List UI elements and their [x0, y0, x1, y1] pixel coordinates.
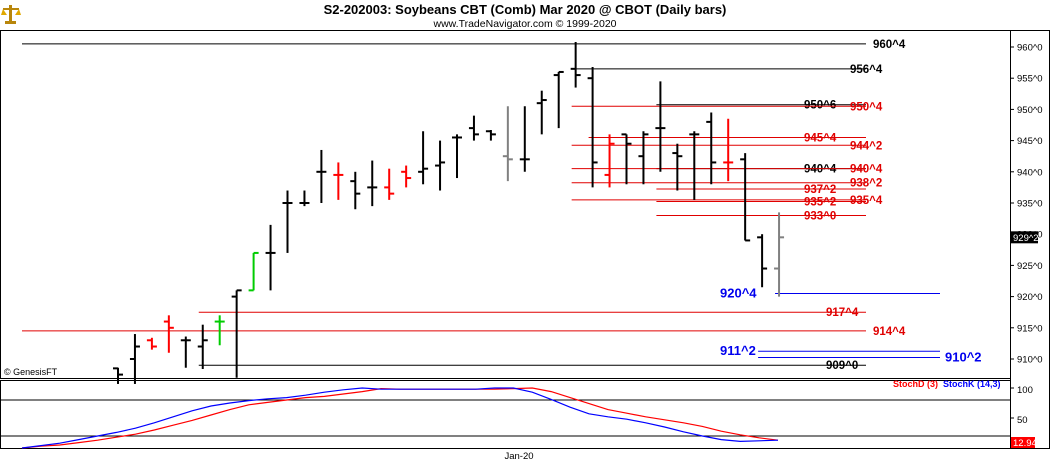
y-tick-label: 950^0: [1017, 105, 1043, 116]
price-bar: [333, 162, 344, 200]
level-label: 911^2: [720, 343, 756, 358]
price-bar: [197, 324, 208, 369]
price-bar: [774, 212, 785, 297]
level-label: 935^4: [850, 195, 883, 207]
level-label: 909^0: [826, 360, 858, 372]
y-tick-label: 960^0: [1017, 43, 1043, 54]
level-label: 914^4: [873, 326, 906, 338]
level-label: 933^0: [804, 210, 836, 222]
price-bar: [452, 134, 462, 179]
chart-title: S2-202003: Soybeans CBT (Comb) Mar 2020 …: [324, 2, 727, 17]
price-bar: [689, 131, 700, 200]
y-tick-label: 935^0: [1017, 199, 1043, 210]
stoch-last-label: 12.94: [1013, 438, 1037, 449]
y-tick-label: 925^0: [1017, 261, 1043, 272]
price-bar: [214, 315, 225, 346]
level-label: 950^4: [850, 101, 883, 113]
level-label: 945^4: [804, 132, 837, 144]
price-bar: [299, 190, 310, 207]
level-label: 940^4: [804, 164, 837, 176]
y-tick-label: 920^0: [1017, 292, 1043, 303]
level-label: 910^2: [945, 349, 982, 364]
stoch-series-line: [21, 387, 779, 449]
level-label: 950^6: [804, 100, 836, 112]
price-bar: [282, 190, 293, 253]
level-lines: 960^4 956^4 950^6 950^4 945^4 944^2 940^4 940^4…: [22, 39, 982, 372]
y-tick-label: 955^0: [1017, 74, 1043, 85]
price-bar: [502, 106, 513, 182]
price-bar: [740, 153, 751, 242]
y-tick-label: 940^0: [1017, 167, 1043, 178]
price-bar: [672, 143, 683, 191]
price-bar: [723, 118, 734, 182]
level-label: 956^4: [850, 64, 883, 76]
genesis-watermark: © GenesisFT: [4, 367, 58, 377]
stochastic-panel: 100 50 StochD (3) StochK (14,3) 12.94: [1, 379, 1037, 449]
level-label: 917^4: [826, 307, 859, 319]
price-bar: [384, 168, 395, 200]
price-axis: 960^0955^0950^0945^0940^0935^0930^0925^0…: [1010, 43, 1043, 366]
price-bar: [367, 160, 378, 207]
level-label: 940^4: [850, 164, 883, 176]
level-label: 937^2: [804, 184, 836, 196]
price-bar: [468, 115, 479, 141]
price-bar: [655, 81, 666, 172]
stoch-tick-label: 100: [1017, 385, 1033, 396]
price-bar: [757, 234, 768, 288]
price-bar: [621, 133, 632, 185]
price-bar: [536, 90, 547, 135]
price-bar: [113, 367, 123, 384]
price-bar: [519, 106, 530, 172]
level-label: 960^4: [873, 39, 906, 51]
price-bar: [350, 171, 361, 210]
level-label: 935^2: [804, 196, 836, 208]
y-tick-label: 945^0: [1017, 136, 1043, 147]
price-bar: [401, 165, 412, 188]
chart-header: S2-202003: Soybeans CBT (Comb) Mar 2020 …: [1, 2, 726, 30]
price-bar: [129, 334, 140, 384]
price-bars: [113, 42, 785, 384]
price-bar: [638, 131, 649, 185]
price-bar: [553, 70, 564, 129]
price-bar: [485, 129, 496, 141]
price-bar: [570, 42, 581, 88]
last-price-label: 929^2: [1013, 233, 1039, 244]
price-bar: [316, 149, 327, 203]
price-bar: [163, 315, 174, 353]
price-bar: [706, 112, 717, 185]
stoch-tick-label: 50: [1017, 415, 1028, 426]
y-tick-label: 915^0: [1017, 323, 1043, 334]
stoch-k-legend: StochK (14,3): [943, 379, 1001, 389]
price-bar: [265, 224, 276, 291]
stoch-last-marker: [1011, 437, 1035, 448]
level-label: 938^2: [850, 178, 882, 190]
price-bar: [604, 134, 615, 188]
level-label: 944^2: [850, 140, 882, 152]
stochastic-panel-frame: [0, 380, 1011, 449]
gold-scale-icon[interactable]: [1, 5, 21, 24]
last-price-marker: [1011, 231, 1038, 244]
stoch-d-legend: StochD (3): [893, 379, 938, 389]
price-bar: [248, 251, 259, 292]
price-bar: [231, 289, 242, 378]
price-bar: [146, 337, 157, 350]
level-label: 920^4: [720, 285, 757, 300]
price-bar: [180, 336, 191, 368]
y-tick-label: 910^0: [1017, 355, 1043, 366]
price-bar: [435, 140, 446, 191]
price-bar: [418, 131, 429, 185]
price-bar: [587, 66, 598, 188]
stoch-series-line: [21, 387, 779, 449]
chart-subtitle: www.TradeNavigator.com © 1999-2020: [432, 18, 616, 30]
x-axis-label: Jan-20: [504, 451, 533, 462]
